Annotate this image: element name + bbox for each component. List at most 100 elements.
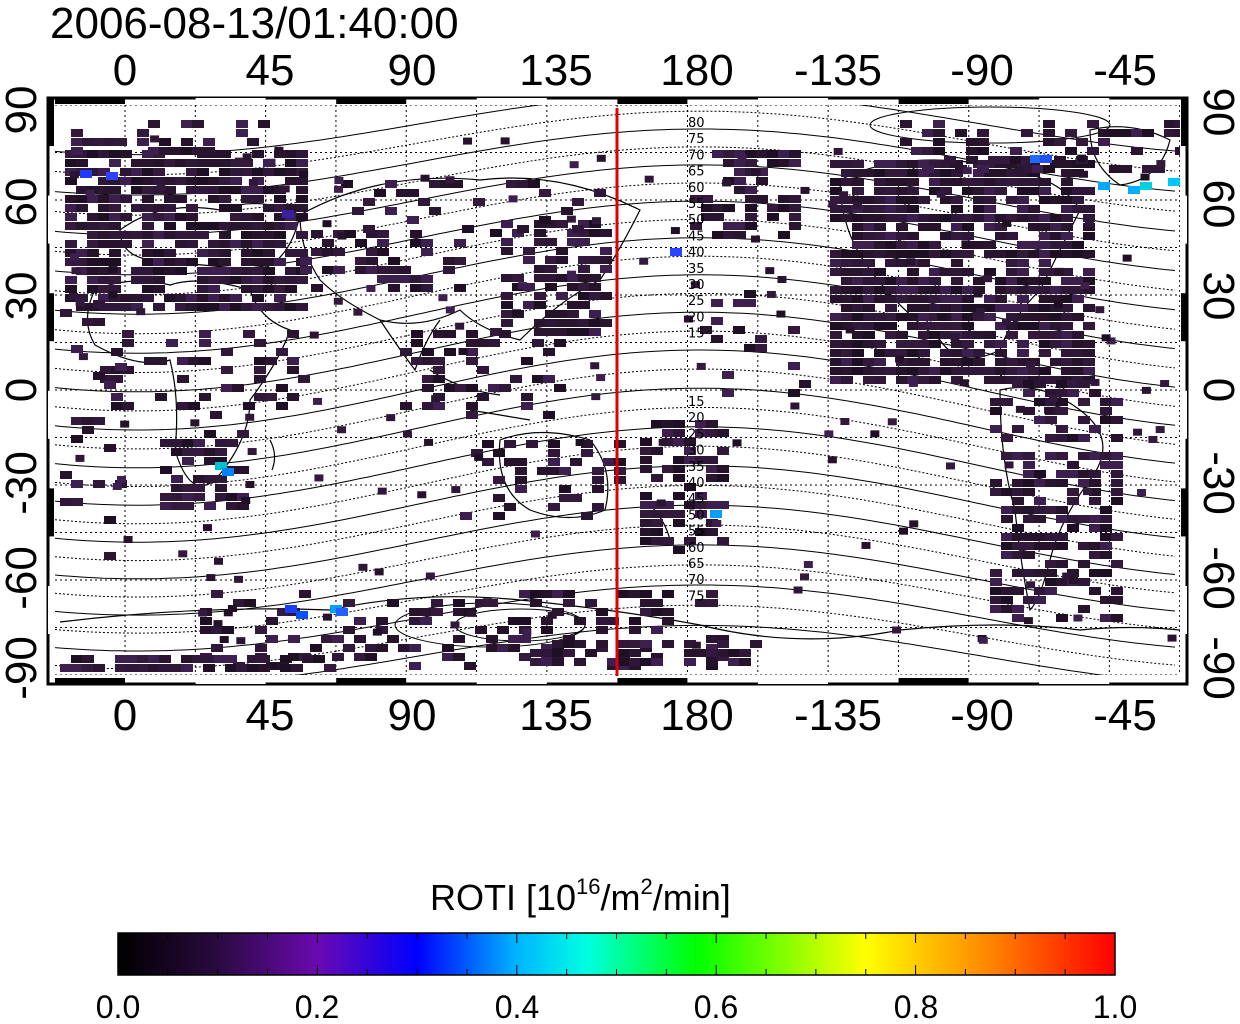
roti-cell-highlight [670, 248, 682, 256]
roti-cell [1034, 533, 1046, 541]
roti-cell [840, 418, 850, 426]
roti-cell [156, 183, 166, 191]
roti-cell [100, 375, 112, 383]
roti-cell [640, 501, 652, 509]
roti-cell [1083, 286, 1095, 294]
roti-cell [1140, 173, 1150, 181]
roti-cell [995, 223, 1007, 231]
roti-cell [1006, 250, 1018, 258]
roti-cell [1034, 380, 1046, 388]
roti-cell [241, 285, 253, 293]
roti-cell [230, 213, 242, 221]
roti-cell [870, 430, 880, 438]
roti-cell [845, 326, 855, 334]
roti-cell [885, 241, 897, 249]
roti-cell [830, 349, 842, 357]
roti-cell [1045, 452, 1057, 460]
axis-bar-segment [898, 98, 969, 104]
roti-cell [1043, 165, 1055, 173]
roti-cell [973, 313, 985, 321]
roti-cell [115, 664, 127, 672]
roti-cell [800, 186, 810, 194]
roti-cell [1079, 170, 1089, 178]
roti-cell [109, 150, 121, 158]
roti-cell [789, 195, 801, 203]
roti-cell [1100, 452, 1112, 460]
bottom-lon-label: -90 [950, 691, 1014, 740]
roti-cell [208, 267, 220, 275]
roti-cell [594, 189, 606, 197]
left-lat-label: -30 [0, 451, 46, 515]
roti-cell [629, 658, 641, 666]
roti-cell [355, 257, 367, 265]
roti-cell [131, 231, 143, 239]
roti-cell [411, 357, 423, 365]
roti-cell [534, 229, 546, 237]
roti-cell [422, 375, 434, 383]
roti-cell [554, 339, 566, 347]
roti-cell-highlight [1098, 182, 1110, 190]
roti-cell [767, 159, 779, 167]
roti-cell [776, 310, 786, 318]
roti-cell [827, 456, 837, 464]
roti-cell [929, 322, 941, 330]
roti-cell [241, 168, 253, 176]
roti-cell [1043, 129, 1055, 137]
roti-cell [1083, 160, 1095, 168]
roti-cell [990, 479, 1002, 487]
roti-cell [385, 180, 397, 188]
roti-cell [1028, 277, 1040, 285]
roti-cell [556, 328, 568, 336]
roti-cell [175, 303, 187, 311]
roti-cell [962, 304, 974, 312]
roti-cell [98, 204, 110, 212]
roti-cell [896, 259, 908, 267]
roti-cell [1017, 214, 1029, 222]
roti-cell [852, 250, 864, 258]
roti-cell [933, 138, 945, 146]
roti-cell [410, 239, 422, 247]
roti-cell [940, 169, 952, 177]
roti-cell [199, 330, 211, 338]
roti-cell [863, 340, 875, 348]
roti-cell [85, 189, 95, 197]
right-lat-label: 90 [1194, 88, 1240, 137]
roti-cell [706, 528, 718, 536]
contour-label: 65 [688, 557, 705, 572]
roti-cell [1089, 497, 1101, 505]
roti-cell [852, 205, 864, 213]
roti-cell [603, 458, 615, 466]
roti-cell [76, 204, 88, 212]
roti-cell [236, 120, 248, 128]
roti-cell [684, 537, 696, 545]
roti-cell [186, 240, 198, 248]
roti-cell [1017, 241, 1029, 249]
roti-cell [751, 168, 761, 176]
roti-cell [193, 484, 205, 492]
roti-cell [896, 178, 908, 186]
roti-cell [333, 266, 345, 274]
axis-bar-segment [1181, 195, 1187, 244]
roti-cell [241, 249, 253, 257]
roti-cell [422, 402, 434, 410]
roti-cell [234, 575, 244, 583]
roti-cell [929, 223, 941, 231]
roti-cell [739, 649, 751, 657]
roti-cell [1072, 367, 1084, 375]
roti-cell [973, 349, 985, 357]
roti-cell [241, 222, 253, 230]
roti-cell [1001, 488, 1013, 496]
roti-cell [885, 367, 897, 375]
roti-cell [589, 229, 601, 237]
roti-cell [581, 440, 593, 448]
roti-cell [534, 274, 546, 282]
roti-cell [744, 299, 756, 307]
roti-cell [358, 563, 368, 571]
roti-cell [618, 649, 630, 657]
roti-cell [1001, 515, 1013, 523]
roti-cell [215, 484, 227, 492]
roti-cell [640, 658, 652, 666]
roti-cell [155, 393, 167, 401]
roti-cell [852, 160, 864, 168]
roti-cell [885, 205, 897, 213]
